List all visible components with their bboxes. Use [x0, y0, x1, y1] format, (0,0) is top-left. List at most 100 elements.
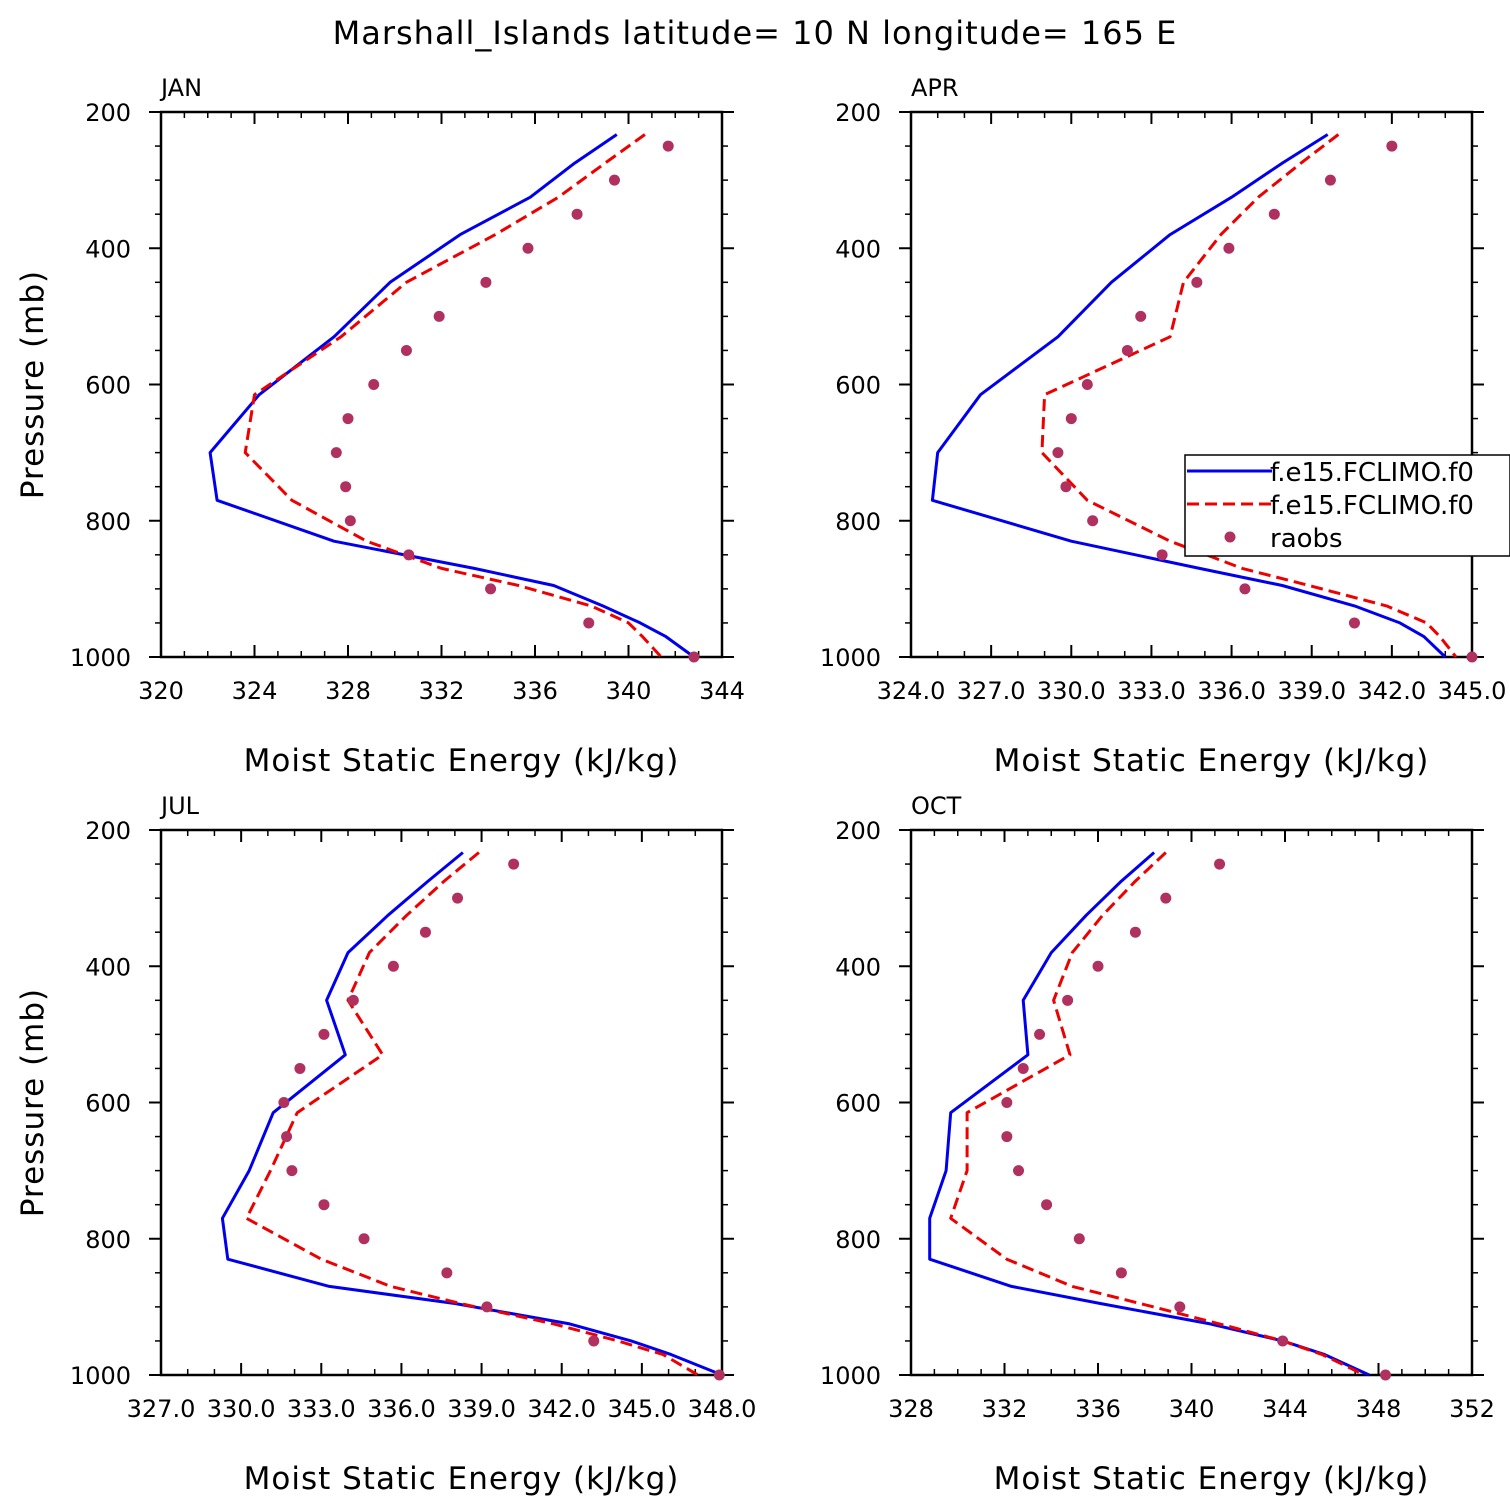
raobs-point	[485, 583, 497, 595]
plot-frame-jul	[159, 828, 724, 1377]
x-tick-label: 345.0	[607, 1395, 676, 1423]
plot-frame-oct	[909, 828, 1474, 1377]
raobs-point	[433, 310, 445, 322]
raobs-point	[1062, 994, 1074, 1006]
x-tick-label: 333.0	[1117, 677, 1186, 705]
model-1-line	[930, 133, 1447, 659]
raobs-point	[419, 926, 431, 938]
raobs-point	[1156, 549, 1168, 561]
x-tick-label: 324.0	[877, 677, 946, 705]
raobs-point	[1081, 379, 1093, 390]
y-tick-label: 400	[85, 235, 131, 263]
raobs-point	[358, 1233, 370, 1245]
x-tick-label: 336.0	[367, 1395, 436, 1423]
x-tick-label: 336	[1075, 1395, 1121, 1423]
y-tick-label: 600	[835, 1090, 881, 1118]
x-tick-label: 336.0	[1197, 677, 1266, 705]
panel-label-jan: JAN	[159, 74, 202, 102]
raobs-point	[1065, 413, 1077, 425]
raobs-point	[1214, 858, 1226, 870]
x-tick-label: 332	[419, 677, 465, 705]
raobs-point	[286, 1165, 298, 1177]
y-tick-label: 200	[85, 99, 131, 127]
model-2-line	[245, 851, 699, 1377]
raobs-point	[1386, 140, 1398, 152]
legend: f.e15.FCLIMO.f0 f.e15.FCLIMO.f0 raobs	[1184, 454, 1510, 557]
raobs-point	[342, 413, 354, 425]
y-tick-label: 400	[835, 235, 881, 263]
panel-oct: OCT 328 332 336 340 344 348 352 200 400 600 800 1000…	[820, 792, 1495, 1497]
raobs-point	[1239, 583, 1251, 595]
raobs-point	[330, 447, 342, 459]
y-axis-title: Pressure (mb)	[15, 988, 51, 1217]
panel-label-apr: APR	[911, 74, 959, 102]
y-tick-label: 1000	[820, 1362, 881, 1390]
y-tick-label: 600	[85, 372, 131, 400]
x-tick-label: 333.0	[287, 1395, 356, 1423]
raobs-point	[1223, 242, 1235, 254]
panel-apr: APR 324.0 327.0 330.0 333.0 336.0 339.0 342.0 34…	[820, 74, 1506, 779]
x-tick-label: 332	[982, 1395, 1028, 1423]
raobs-point	[1034, 1028, 1046, 1040]
raobs-point	[1052, 447, 1064, 459]
x-tick-label: 336	[512, 677, 558, 705]
x-axis-title: Moist Static Energy (kJ/kg)	[994, 1461, 1430, 1497]
raobs-point	[441, 1267, 453, 1279]
raobs-point	[1017, 1062, 1029, 1074]
x-tick-label: 328	[888, 1395, 934, 1423]
raobs-point	[1348, 617, 1360, 629]
x-tick-label: 352	[1449, 1395, 1495, 1423]
panel-jul: JUL 327.0 330.0 333.0 336.0 339.0 342.0 345.0 34…	[15, 792, 756, 1497]
raobs-point	[344, 515, 356, 527]
panel-label-oct: OCT	[911, 792, 962, 820]
y-tick-label: 600	[835, 372, 881, 400]
raobs-point	[1268, 208, 1280, 220]
x-tick-label: 339.0	[447, 1395, 516, 1423]
panel-label-jul: JUL	[159, 792, 200, 820]
figure-title: Marshall_Islands latitude= 10 N longitud…	[333, 14, 1178, 52]
y-tick-label: 800	[835, 508, 881, 536]
y-tick-label: 800	[85, 508, 131, 536]
raobs-point	[1174, 1301, 1186, 1313]
raobs-point	[522, 242, 534, 254]
raobs-point	[1466, 651, 1478, 663]
raobs-point	[1324, 174, 1336, 186]
y-axis-title: Pressure (mb)	[15, 270, 51, 499]
y-tick-label: 200	[835, 99, 881, 127]
raobs-point	[340, 481, 352, 493]
x-tick-label: 330.0	[207, 1395, 276, 1423]
model-1-line	[220, 851, 723, 1377]
y-tick-label: 1000	[70, 1362, 131, 1390]
model-1-line	[208, 133, 695, 659]
raobs-point	[508, 858, 520, 870]
x-tick-label: 324	[232, 677, 278, 705]
raobs-point	[1041, 1199, 1053, 1211]
raobs-point	[1277, 1335, 1289, 1347]
plot-frame-jan	[159, 110, 724, 659]
x-tick-label: 342.0	[1357, 677, 1426, 705]
y-tick-label: 400	[835, 953, 881, 981]
x-tick-label: 327.0	[127, 1395, 196, 1423]
raobs-point	[281, 1131, 293, 1143]
raobs-point	[1001, 1131, 1013, 1143]
x-tick-label: 345.0	[1438, 677, 1507, 705]
raobs-point	[1092, 960, 1104, 972]
x-tick-label: 344	[699, 677, 745, 705]
raobs-point	[608, 174, 620, 186]
x-tick-label: 340	[606, 677, 652, 705]
x-axis-title: Moist Static Energy (kJ/kg)	[994, 743, 1430, 779]
raobs-point	[294, 1062, 306, 1074]
raobs-point	[1121, 344, 1133, 356]
raobs-point	[583, 617, 595, 629]
x-tick-label: 330.0	[1037, 677, 1106, 705]
raobs-point	[1013, 1165, 1025, 1177]
raobs-point	[480, 276, 492, 288]
raobs-point	[1135, 310, 1147, 322]
raobs-point	[588, 1335, 600, 1347]
raobs-point	[1380, 1369, 1392, 1381]
legend-label-raobs: raobs	[1270, 524, 1343, 554]
x-tick-label: 348	[1356, 1395, 1402, 1423]
x-tick-label: 344	[1262, 1395, 1308, 1423]
raobs-point	[1191, 276, 1203, 288]
raobs-point	[1087, 515, 1099, 527]
